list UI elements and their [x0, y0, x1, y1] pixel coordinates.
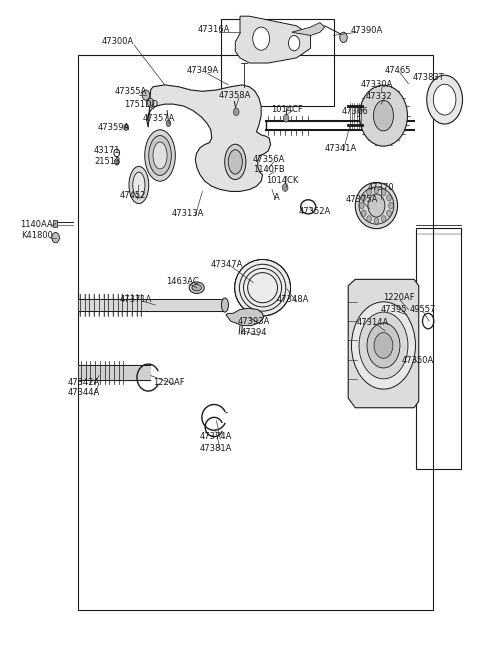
Text: 1220AF: 1220AF — [153, 377, 184, 386]
Circle shape — [374, 217, 379, 224]
Ellipse shape — [133, 172, 145, 198]
Text: 47395: 47395 — [381, 305, 408, 314]
Text: 47350A: 47350A — [402, 356, 434, 365]
Circle shape — [361, 210, 366, 216]
Text: 47371A: 47371A — [120, 295, 152, 305]
Text: 47357A: 47357A — [143, 115, 175, 123]
Text: 47465: 47465 — [384, 66, 411, 75]
Text: A: A — [274, 193, 279, 202]
Text: 21513: 21513 — [94, 157, 120, 166]
Ellipse shape — [355, 183, 397, 229]
Ellipse shape — [129, 166, 149, 204]
Text: 47383T: 47383T — [412, 73, 444, 83]
Text: 47370: 47370 — [368, 183, 395, 192]
Circle shape — [427, 75, 463, 124]
Text: 47314A: 47314A — [357, 318, 389, 327]
Text: 47348A: 47348A — [276, 295, 309, 305]
Text: 47359A: 47359A — [98, 122, 130, 132]
Polygon shape — [147, 85, 271, 191]
Ellipse shape — [192, 284, 202, 291]
Polygon shape — [292, 22, 324, 35]
Bar — [416, 228, 461, 469]
Circle shape — [124, 124, 129, 130]
Ellipse shape — [221, 298, 228, 312]
Text: 47358A: 47358A — [218, 90, 251, 100]
Text: 47332: 47332 — [365, 92, 392, 101]
Text: 47366: 47366 — [342, 107, 369, 117]
Bar — [221, 20, 334, 106]
Circle shape — [282, 183, 288, 191]
Circle shape — [374, 187, 379, 193]
Circle shape — [361, 195, 366, 201]
Circle shape — [360, 202, 364, 209]
Text: 47381A: 47381A — [199, 443, 232, 453]
Text: 49557: 49557 — [409, 305, 436, 314]
Text: 47352A: 47352A — [298, 208, 330, 216]
Text: 47393A: 47393A — [238, 316, 270, 326]
Text: 1751DD: 1751DD — [124, 100, 158, 109]
Circle shape — [340, 32, 347, 43]
Ellipse shape — [228, 150, 242, 174]
Circle shape — [283, 115, 289, 122]
Circle shape — [147, 98, 154, 107]
Text: 47342A: 47342A — [68, 377, 100, 386]
Circle shape — [367, 323, 400, 368]
Circle shape — [359, 312, 408, 379]
Text: 1463AC: 1463AC — [166, 277, 199, 286]
Text: 47347A: 47347A — [211, 260, 243, 269]
Text: 47300A: 47300A — [102, 37, 134, 47]
Circle shape — [387, 210, 391, 216]
Circle shape — [142, 90, 150, 100]
Text: 47394: 47394 — [241, 328, 267, 337]
Text: 1014CK: 1014CK — [266, 176, 299, 185]
Circle shape — [367, 215, 372, 222]
Circle shape — [166, 120, 171, 126]
Circle shape — [288, 35, 300, 51]
Text: 47344A: 47344A — [68, 388, 100, 398]
Circle shape — [351, 302, 416, 389]
Circle shape — [368, 194, 385, 217]
Circle shape — [389, 202, 393, 209]
Circle shape — [387, 195, 391, 201]
Bar — [53, 219, 57, 227]
Text: 47316A: 47316A — [198, 24, 230, 33]
Ellipse shape — [360, 85, 408, 146]
Text: 47452: 47452 — [120, 191, 146, 200]
Ellipse shape — [145, 130, 175, 181]
Circle shape — [52, 233, 60, 243]
Text: 1140AA: 1140AA — [21, 219, 53, 229]
Text: 1220AF: 1220AF — [383, 293, 415, 303]
Circle shape — [374, 333, 393, 358]
Ellipse shape — [153, 142, 167, 169]
Ellipse shape — [235, 259, 290, 316]
Polygon shape — [226, 309, 264, 326]
Circle shape — [252, 27, 270, 50]
Text: 47313A: 47313A — [172, 209, 204, 217]
Text: K41800: K41800 — [21, 231, 53, 240]
Text: 1140FB: 1140FB — [253, 165, 285, 174]
Text: 47349A: 47349A — [186, 66, 218, 75]
Circle shape — [381, 215, 386, 222]
Text: 47355A: 47355A — [115, 86, 147, 96]
Text: 1014CF: 1014CF — [271, 105, 303, 114]
Text: 47341A: 47341A — [325, 144, 357, 153]
Text: 47375A: 47375A — [346, 195, 379, 204]
Ellipse shape — [373, 100, 394, 131]
Circle shape — [114, 159, 119, 165]
Text: 47374A: 47374A — [199, 432, 232, 441]
Circle shape — [367, 189, 372, 195]
Text: 47356A: 47356A — [253, 155, 285, 164]
Circle shape — [233, 108, 239, 116]
Text: 47390A: 47390A — [351, 26, 383, 35]
Ellipse shape — [189, 282, 204, 293]
Polygon shape — [235, 16, 311, 63]
Circle shape — [381, 189, 386, 195]
Text: 43171: 43171 — [94, 147, 120, 155]
Ellipse shape — [149, 136, 171, 176]
Circle shape — [433, 84, 456, 115]
Polygon shape — [348, 279, 419, 407]
Ellipse shape — [225, 144, 246, 179]
Bar — [78, 55, 433, 610]
Text: 47330A: 47330A — [360, 81, 393, 89]
